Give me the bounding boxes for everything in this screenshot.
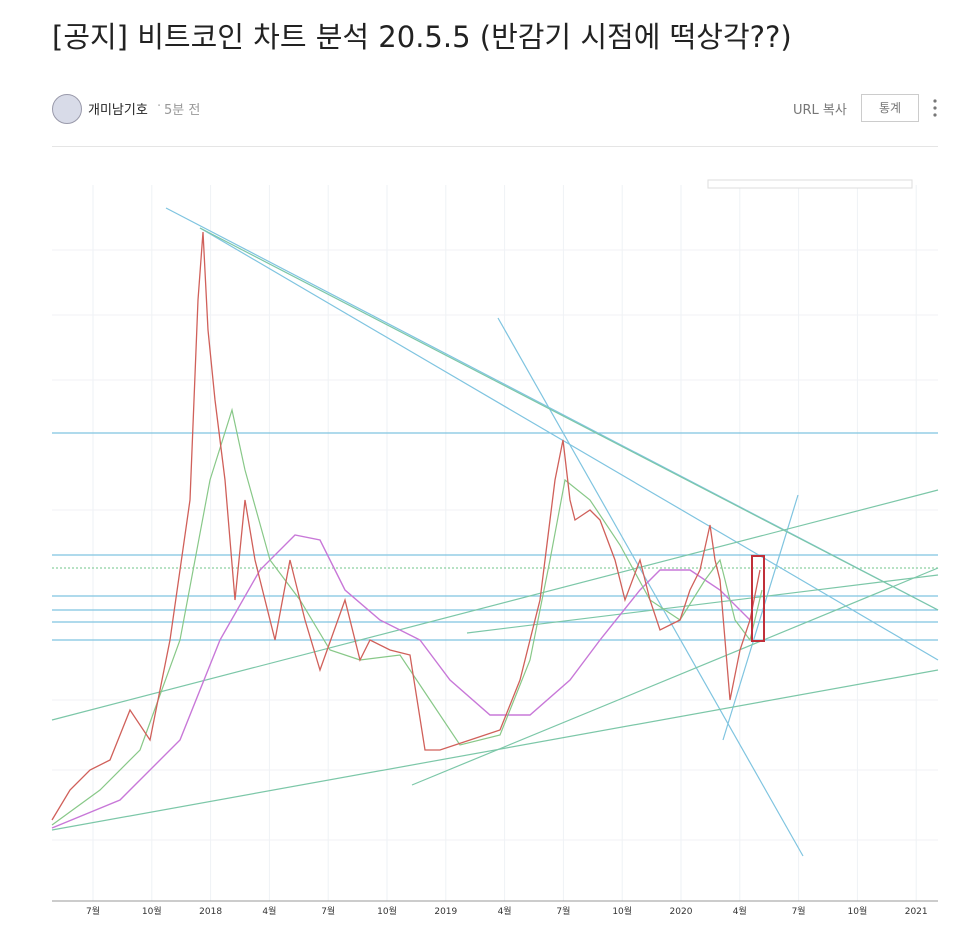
x-label: 7월 [556,905,570,917]
avatar[interactable] [52,94,82,124]
separator: · [157,99,162,114]
more-menu[interactable] [933,99,937,117]
trend-lines [51,227,939,831]
x-label: 10월 [612,905,632,917]
x-label: 4월 [733,905,747,917]
x-label: 7월 [86,905,100,917]
stats-button[interactable]: 통계 [861,94,919,122]
x-label: 7월 [792,905,806,917]
ma-50 [51,407,763,826]
support-lines [52,207,939,857]
url-copy[interactable]: URL 복사 [793,103,847,118]
x-label: 2021 [905,907,928,917]
price [51,231,761,821]
x-label: 4월 [498,905,512,917]
divider [52,146,938,147]
post-time: 5분 전 [164,103,201,118]
author[interactable]: 개미남기호 [88,103,148,118]
x-label: 10월 [377,905,397,917]
x-label: 2020 [670,907,693,917]
x-label: 7월 [321,905,335,917]
ma-200 [51,534,751,829]
x-label: 10월 [848,905,868,917]
x-label: 4월 [262,905,276,917]
highlight-box [751,555,765,642]
x-label: 10월 [142,905,162,917]
post-title: [공지] 비트코인 차트 분석 20.5.5 (반감기 시점에 떡상각??) [52,20,792,54]
x-label: 2018 [199,907,222,917]
x-label: 2019 [434,907,457,917]
chart-toolbar [707,179,913,189]
chart-bg [52,185,938,901]
